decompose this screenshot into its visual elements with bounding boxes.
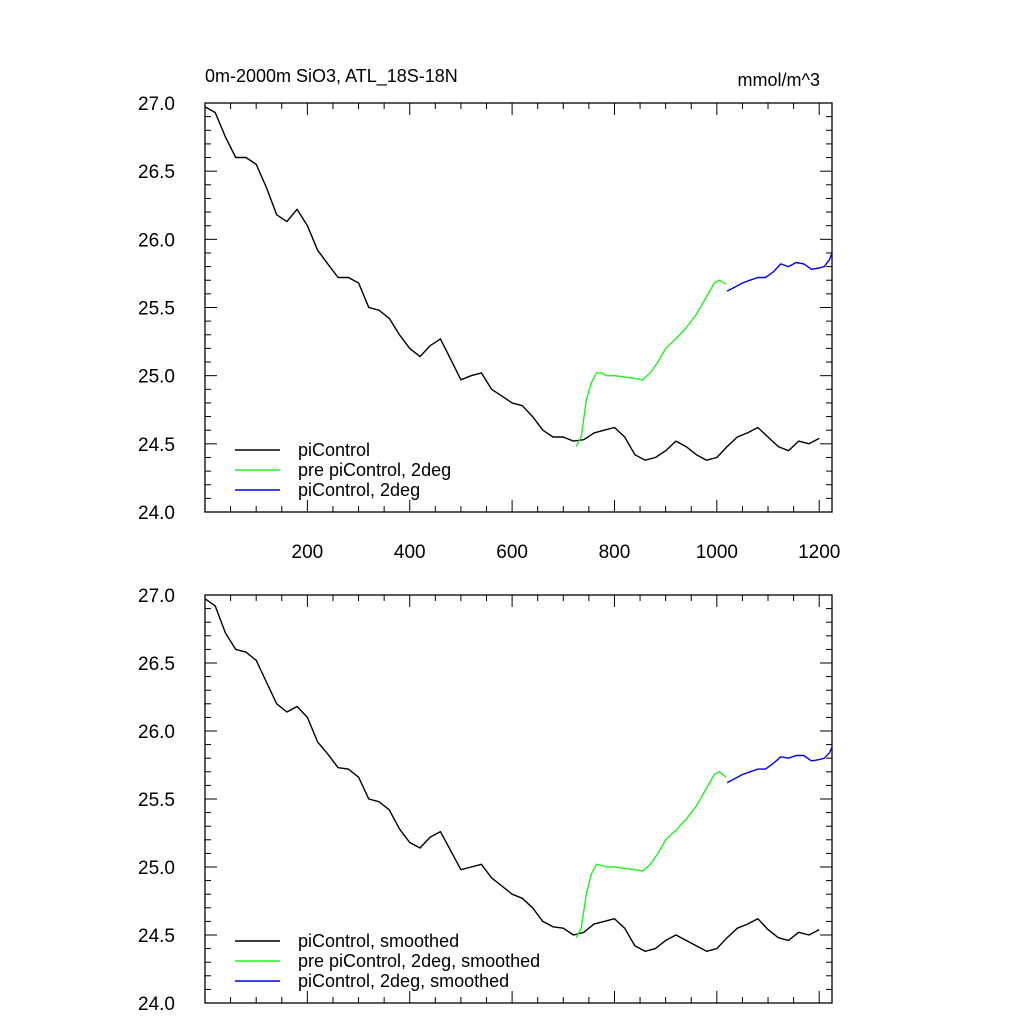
y-tick-label: 25.0 [138,367,175,388]
chart-title: 0m-2000m SiO3, ATL_18S-18N [205,66,458,87]
y-tick-label: 25.5 [138,299,175,320]
y-tick-label: 26.0 [138,722,175,743]
y-tick-label: 26.5 [138,654,175,675]
y-tick-label: 27.0 [138,586,175,607]
x-tick-label: 1000 [696,542,738,563]
y-tick-label: 24.0 [138,503,175,524]
y-tick-label: 26.0 [138,230,175,251]
legend-label: piControl, 2deg [298,480,420,500]
legend-label: piControl, smoothed [298,931,459,951]
plot-area-top: 24.0 24.5 25.0 25.5 26.0 26.5 27.0 200 400 600 800… [138,94,840,563]
series-line [205,598,820,952]
top-panel: 0m-2000m SiO3, ATL_18S-18N mmol/m^3 24.0… [138,66,840,563]
legend-label: pre piControl, 2deg, smoothed [298,951,540,971]
y-tick-label: 24.5 [138,435,175,456]
bottom-panel: 24.0 24.5 25.0 25.5 26.0 26.5 27.0 piControl, s… [138,586,833,1015]
series-line [726,747,833,784]
x-tick-label: 400 [394,542,426,563]
y-tick-label: 24.0 [138,994,175,1015]
y-tick-label: 24.5 [138,926,175,947]
x-tick-label: 800 [599,542,631,563]
y-tick-label: 27.0 [138,94,175,115]
plot-area-bottom: 24.0 24.5 25.0 25.5 26.0 26.5 27.0 piControl, s… [138,586,833,1015]
y-tick-label: 25.5 [138,790,175,811]
y-tick-label: 25.0 [138,858,175,879]
series-line [575,771,727,939]
x-tick-label: 200 [292,542,324,563]
series-line [205,106,820,461]
series-line [726,252,833,292]
series-line [575,279,727,447]
units-label: mmol/m^3 [738,70,820,90]
legend-label: pre piControl, 2deg [298,460,451,480]
x-tick-label: 600 [496,542,528,563]
x-tick-label: 1200 [798,542,840,563]
y-tick-label: 26.5 [138,162,175,183]
legend-label: piControl, 2deg, smoothed [298,971,509,991]
legend-label: piControl [298,440,370,460]
